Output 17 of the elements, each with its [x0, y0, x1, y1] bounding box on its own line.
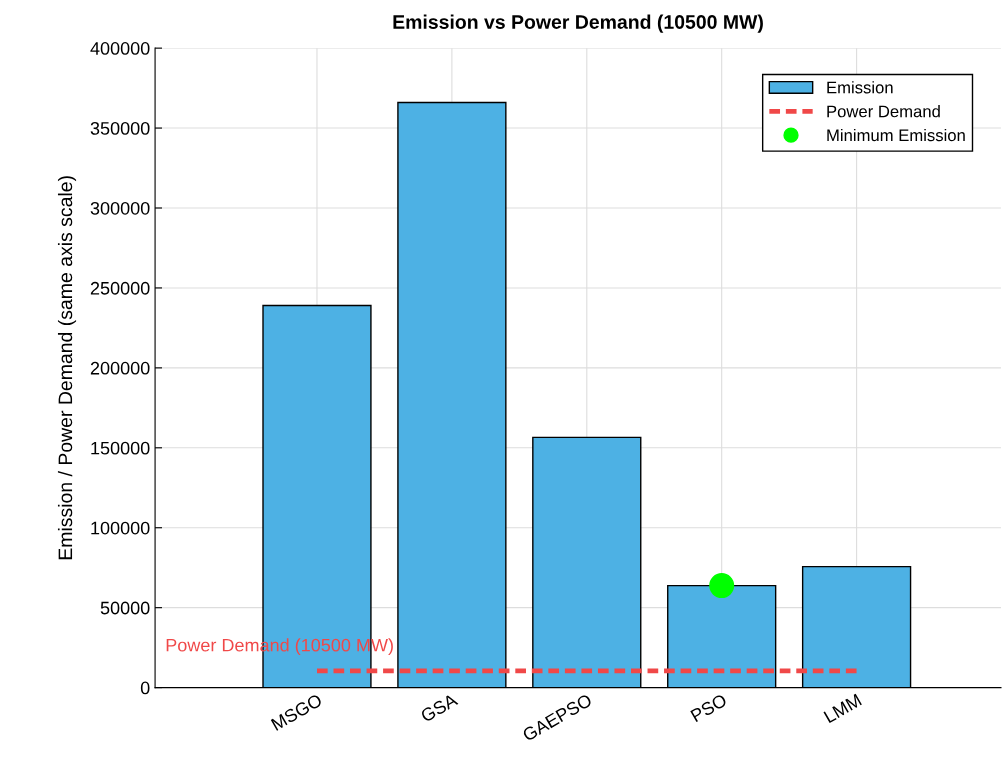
x-tick-label: PSO [690, 693, 728, 723]
y-tick-label: 400000 [90, 42, 150, 55]
y-tick-label: 200000 [90, 361, 150, 375]
y-tick-label: 50000 [100, 601, 150, 615]
legend-label: Emission [827, 81, 893, 94]
y-tick-label: 0 [140, 681, 150, 695]
x-tick-label: LMM [823, 693, 862, 724]
legend-label: Power Demand [827, 105, 940, 118]
x-tick-label: GSA [419, 692, 459, 723]
y-tick-label: 150000 [91, 441, 150, 455]
y-tick-label: 100000 [91, 521, 150, 535]
y-axis-title: Emission / Power Demand (same axis scale) [57, 176, 77, 560]
y-tick-label: 300000 [90, 201, 150, 215]
chart-title: Emission vs Power Demand (10500 MW) [393, 14, 763, 33]
y-tick-label: 250000 [90, 281, 150, 295]
y-tick-label: 350000 [90, 122, 150, 135]
legend-label: Minimum Emission [827, 128, 965, 142]
